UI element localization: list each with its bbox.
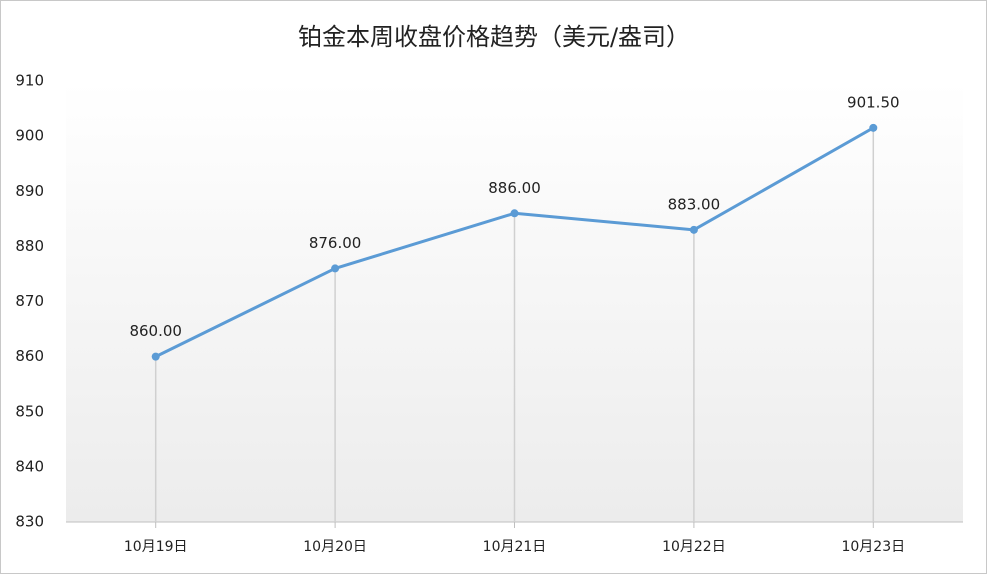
point <box>869 123 878 132</box>
x-tick-label: 10月21日 <box>483 539 547 555</box>
y-tick-label: 830 <box>15 513 44 531</box>
y-tick-label: 850 <box>15 402 44 420</box>
data-label: 901.50 <box>847 93 900 111</box>
y-tick-label: 890 <box>15 182 44 200</box>
data-label: 883.00 <box>668 195 721 213</box>
point <box>151 352 160 361</box>
x-tick-label: 10月20日 <box>303 539 367 555</box>
chart-title: 铂金本周收盘价格趋势（美元/盎司） <box>298 23 690 51</box>
point <box>510 209 519 218</box>
point <box>689 225 698 234</box>
y-tick-label: 880 <box>15 237 44 255</box>
data-label: 876.00 <box>309 234 362 252</box>
data-label: 860.00 <box>129 322 182 340</box>
x-tick-label: 10月22日 <box>662 539 726 555</box>
y-tick-label: 840 <box>15 457 44 475</box>
point <box>331 264 340 273</box>
x-tick-label: 10月19日 <box>124 539 188 555</box>
y-tick-label: 900 <box>15 127 44 145</box>
x-tick-label: 10月23日 <box>841 539 905 555</box>
y-tick-label: 860 <box>15 347 44 365</box>
data-label: 886.00 <box>488 179 541 197</box>
y-tick-label: 910 <box>15 72 44 90</box>
y-tick-label: 870 <box>15 292 44 310</box>
